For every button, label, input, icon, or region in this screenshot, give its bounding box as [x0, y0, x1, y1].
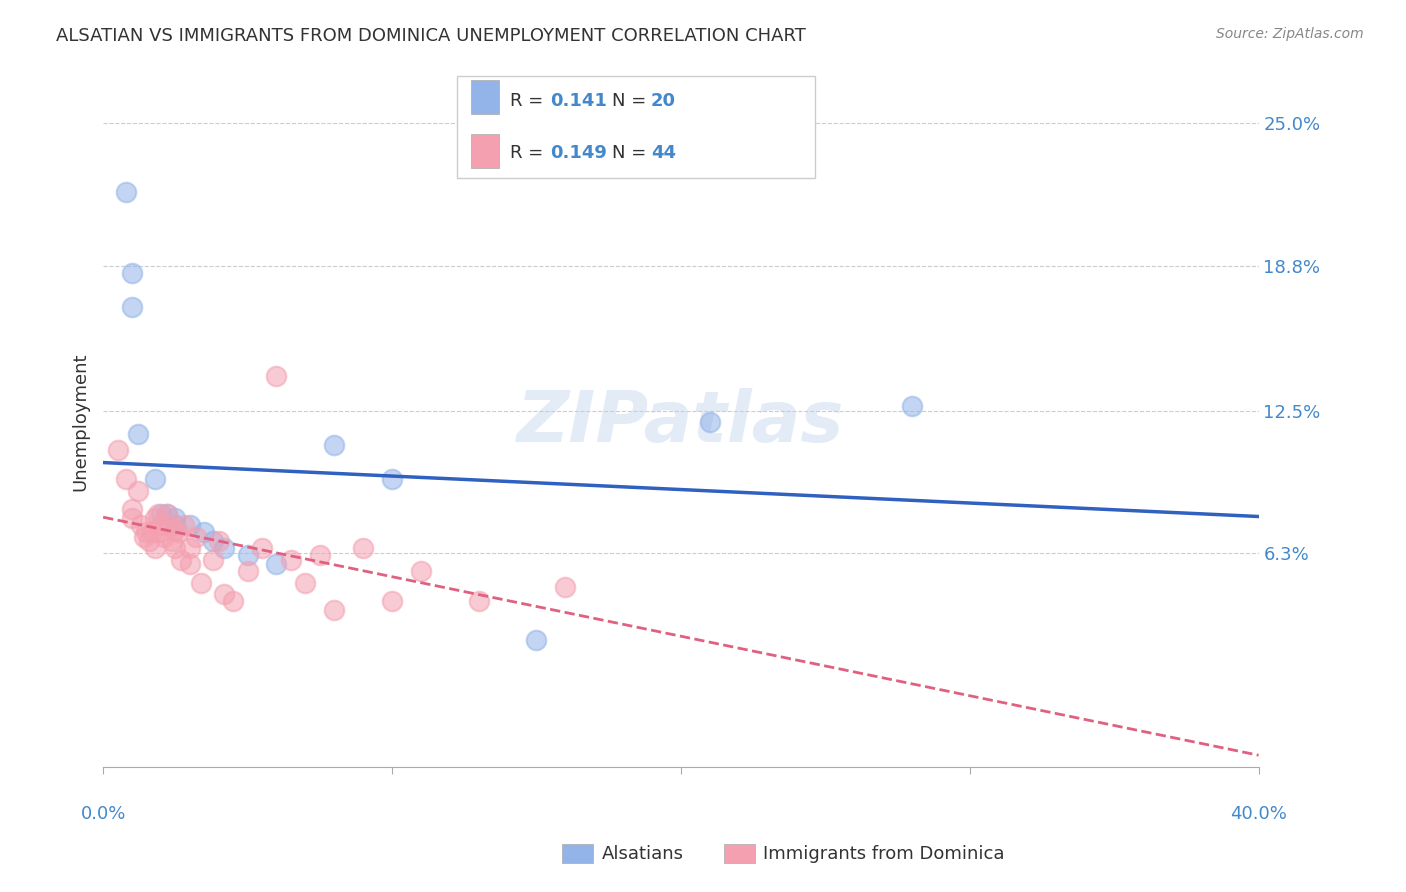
Point — [127, 483, 149, 498]
Point — [121, 511, 143, 525]
Point — [156, 507, 179, 521]
Point — [381, 472, 404, 486]
Point — [146, 507, 169, 521]
Point — [201, 534, 224, 549]
Point — [138, 534, 160, 549]
Point — [266, 558, 288, 572]
Point — [294, 575, 316, 590]
Point — [266, 369, 288, 384]
Text: N =: N = — [612, 144, 651, 161]
Point — [381, 594, 404, 608]
Text: Immigrants from Dominica: Immigrants from Dominica — [763, 845, 1005, 863]
Text: Source: ZipAtlas.com: Source: ZipAtlas.com — [1216, 27, 1364, 41]
Point — [280, 553, 302, 567]
Point — [129, 518, 152, 533]
Point — [170, 553, 193, 567]
Point — [526, 633, 548, 648]
Text: ALSATIAN VS IMMIGRANTS FROM DOMINICA UNEMPLOYMENT CORRELATION CHART: ALSATIAN VS IMMIGRANTS FROM DOMINICA UNE… — [56, 27, 806, 45]
Point — [165, 541, 187, 556]
Text: 0.141: 0.141 — [550, 93, 606, 111]
Text: 0.149: 0.149 — [550, 144, 606, 161]
Point — [165, 523, 187, 537]
Text: ZIPatlas: ZIPatlas — [517, 387, 845, 457]
Point — [201, 553, 224, 567]
Point — [159, 518, 181, 533]
Point — [165, 518, 187, 533]
Point — [156, 507, 179, 521]
Point — [173, 518, 195, 533]
Point — [149, 518, 172, 533]
Text: 44: 44 — [651, 144, 676, 161]
Point — [901, 399, 924, 413]
Point — [323, 438, 346, 452]
Point — [121, 300, 143, 314]
Point — [190, 575, 212, 590]
Point — [236, 565, 259, 579]
Point — [121, 266, 143, 280]
Point — [184, 530, 207, 544]
Point — [214, 541, 236, 556]
Point — [149, 525, 172, 540]
Point — [167, 525, 190, 540]
Point — [214, 587, 236, 601]
Point — [179, 558, 201, 572]
Point — [250, 541, 273, 556]
Text: N =: N = — [612, 93, 651, 111]
Point — [222, 594, 245, 608]
Point — [107, 442, 129, 457]
Point — [165, 511, 187, 525]
Point — [135, 525, 157, 540]
Point — [323, 603, 346, 617]
Point — [149, 507, 172, 521]
Point — [141, 525, 163, 540]
Text: R =: R = — [510, 144, 550, 161]
Point — [467, 594, 489, 608]
Point — [208, 534, 231, 549]
Point — [409, 565, 432, 579]
Point — [152, 530, 174, 544]
Point — [179, 541, 201, 556]
Point — [236, 548, 259, 562]
Text: 0.0%: 0.0% — [80, 805, 125, 823]
Point — [127, 426, 149, 441]
Point — [143, 511, 166, 525]
Point — [308, 548, 330, 562]
Text: 40.0%: 40.0% — [1230, 805, 1286, 823]
Point — [121, 502, 143, 516]
Point — [554, 581, 576, 595]
Point — [699, 415, 721, 429]
Point — [115, 472, 138, 486]
Point — [115, 186, 138, 200]
Point — [143, 472, 166, 486]
Point — [143, 541, 166, 556]
Point — [162, 534, 184, 549]
Point — [179, 518, 201, 533]
Point — [193, 525, 215, 540]
Point — [352, 541, 374, 556]
Text: Alsatians: Alsatians — [602, 845, 683, 863]
Text: 20: 20 — [651, 93, 676, 111]
Text: R =: R = — [510, 93, 550, 111]
Point — [132, 530, 155, 544]
Y-axis label: Unemployment: Unemployment — [72, 352, 89, 491]
